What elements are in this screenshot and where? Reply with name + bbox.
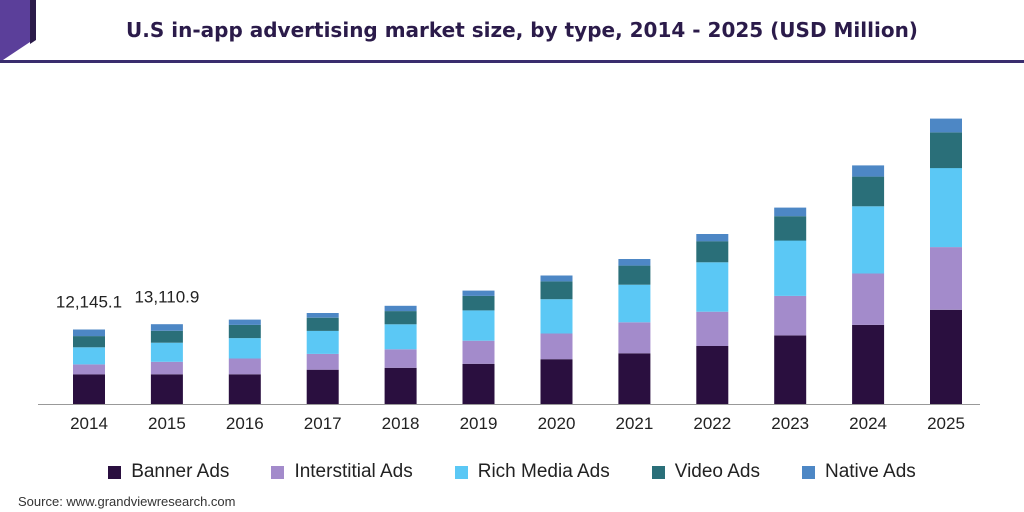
bar-segment-native-ads-2022 <box>696 234 729 242</box>
legend-label-native-ads: Native Ads <box>824 461 916 482</box>
data-label-2014: 12,145.1 <box>56 293 122 312</box>
bar-segment-banner-ads-2015 <box>150 374 183 404</box>
bar-segment-rich-media-ads-2020 <box>540 299 573 334</box>
bar-segment-banner-ads-2018 <box>384 367 417 405</box>
bar-segment-native-ads-2023 <box>774 207 807 217</box>
bar-segment-interstitial-ads-2023 <box>774 295 807 336</box>
bar-segment-banner-ads-2016 <box>228 374 261 404</box>
chart-plot: 2014 2015 2016 2017 2018 2019 2020 2021 2022 2023… <box>38 118 980 433</box>
legend-swatch-native-ads <box>801 465 815 479</box>
bar-segment-interstitial-ads-2024 <box>852 273 885 325</box>
legend-item-native-ads: Native Ads <box>801 461 916 483</box>
legend-item-video-ads: Video Ads <box>651 461 760 483</box>
bar-segment-video-ads-2023 <box>774 216 807 241</box>
bar-segment-banner-ads-2024 <box>852 324 885 404</box>
data-label-2015: 13,110.9 <box>134 287 199 306</box>
bar-segment-native-ads-2016 <box>228 319 261 325</box>
bar-segment-video-ads-2024 <box>852 176 885 207</box>
bar-segment-video-ads-2016 <box>228 324 261 339</box>
bar-segment-interstitial-ads-2025 <box>930 247 962 310</box>
x-tick-label-2019: 2019 <box>460 414 498 433</box>
bar-segment-interstitial-ads-2017 <box>306 353 339 370</box>
bar-segment-rich-media-ads-2021 <box>618 284 651 323</box>
legend-swatch-banner-ads <box>108 465 122 479</box>
bar-segment-native-ads-2017 <box>306 313 339 318</box>
bar-segment-banner-ads-2025 <box>930 309 962 405</box>
bar-segment-native-ads-2020 <box>540 275 573 282</box>
bar-segment-native-ads-2018 <box>384 305 417 312</box>
bar-segment-interstitial-ads-2020 <box>540 333 573 360</box>
x-tick-label-2023: 2023 <box>771 414 809 433</box>
legend-label-interstitial-ads: Interstitial Ads <box>294 461 413 482</box>
bar-segment-banner-ads-2023 <box>774 335 807 404</box>
legend-label-video-ads: Video Ads <box>674 461 760 482</box>
legend-swatch-interstitial-ads <box>271 465 285 479</box>
bar-segment-rich-media-ads-2016 <box>228 338 261 359</box>
bar-segment-interstitial-ads-2014 <box>73 364 105 375</box>
x-tick-label-2024: 2024 <box>849 414 887 433</box>
bar-segment-interstitial-ads-2022 <box>696 311 729 346</box>
bar-segment-video-ads-2015 <box>150 330 183 343</box>
x-tick-label-2025: 2025 <box>927 414 965 433</box>
bar-segment-banner-ads-2014 <box>73 374 105 404</box>
bar-segment-rich-media-ads-2019 <box>462 310 495 341</box>
bar-segment-rich-media-ads-2025 <box>930 168 962 248</box>
chart-title: U.S in-app advertising market size, by t… <box>126 18 918 42</box>
legend-item-interstitial-ads: Interstitial Ads <box>271 461 413 483</box>
bar-segment-rich-media-ads-2022 <box>696 262 729 312</box>
x-tick-label-2014: 2014 <box>70 414 108 433</box>
x-tick-label-2021: 2021 <box>615 414 653 433</box>
bar-segment-banner-ads-2021 <box>618 353 651 405</box>
bar-segment-banner-ads-2017 <box>306 369 339 404</box>
title-divider <box>0 60 1024 63</box>
x-tick-label-2016: 2016 <box>226 414 264 433</box>
bar-segment-native-ads-2024 <box>852 165 885 177</box>
bar-segment-video-ads-2025 <box>930 132 962 169</box>
bar-segment-rich-media-ads-2014 <box>73 347 105 365</box>
legend-swatch-video-ads <box>651 465 665 479</box>
bar-segment-banner-ads-2022 <box>696 346 729 404</box>
legend-item-banner-ads: Banner Ads <box>108 461 229 483</box>
bar-segment-interstitial-ads-2019 <box>462 340 495 364</box>
bar-segment-interstitial-ads-2015 <box>150 361 183 375</box>
source-note: Source: www.grandviewresearch.com <box>18 494 236 509</box>
bar-segment-rich-media-ads-2018 <box>384 324 417 350</box>
bar-segment-native-ads-2014 <box>73 329 105 337</box>
x-tick-label-2018: 2018 <box>382 414 420 433</box>
x-tick-label-2022: 2022 <box>693 414 731 433</box>
legend-swatch-rich-media-ads <box>454 465 468 479</box>
bar-segment-banner-ads-2019 <box>462 363 495 404</box>
bar-segment-interstitial-ads-2018 <box>384 349 417 368</box>
bar-segment-video-ads-2019 <box>462 295 495 311</box>
bar-segment-video-ads-2017 <box>306 317 339 331</box>
bar-segment-native-ads-2015 <box>150 324 183 331</box>
bar-segment-video-ads-2020 <box>540 281 573 300</box>
chart-legend: Banner Ads Interstitial Ads Rich Media Ads… <box>0 456 1024 488</box>
x-tick-label-2017: 2017 <box>304 414 342 433</box>
legend-item-rich-media-ads: Rich Media Ads <box>454 461 610 483</box>
x-tick-label-2020: 2020 <box>538 414 576 433</box>
bar-segment-native-ads-2025 <box>930 118 962 133</box>
legend-label-rich-media-ads: Rich Media Ads <box>477 461 610 482</box>
bar-segment-rich-media-ads-2017 <box>306 330 339 354</box>
bar-segment-banner-ads-2020 <box>540 359 573 404</box>
x-tick-label-2015: 2015 <box>148 414 186 433</box>
bar-segment-video-ads-2021 <box>618 265 651 285</box>
bar-segment-interstitial-ads-2016 <box>228 358 261 375</box>
bar-segment-rich-media-ads-2023 <box>774 240 807 296</box>
bar-segment-video-ads-2014 <box>73 336 105 348</box>
bar-segment-video-ads-2018 <box>384 311 417 325</box>
corner-accent <box>0 0 36 62</box>
bar-segment-interstitial-ads-2021 <box>618 322 651 354</box>
bar-segment-native-ads-2019 <box>462 290 495 296</box>
legend-label-banner-ads: Banner Ads <box>131 461 230 482</box>
bar-segment-rich-media-ads-2024 <box>852 206 885 274</box>
bar-segment-video-ads-2022 <box>696 241 729 263</box>
bar-segment-native-ads-2021 <box>618 259 651 266</box>
bar-segment-rich-media-ads-2015 <box>150 342 183 362</box>
